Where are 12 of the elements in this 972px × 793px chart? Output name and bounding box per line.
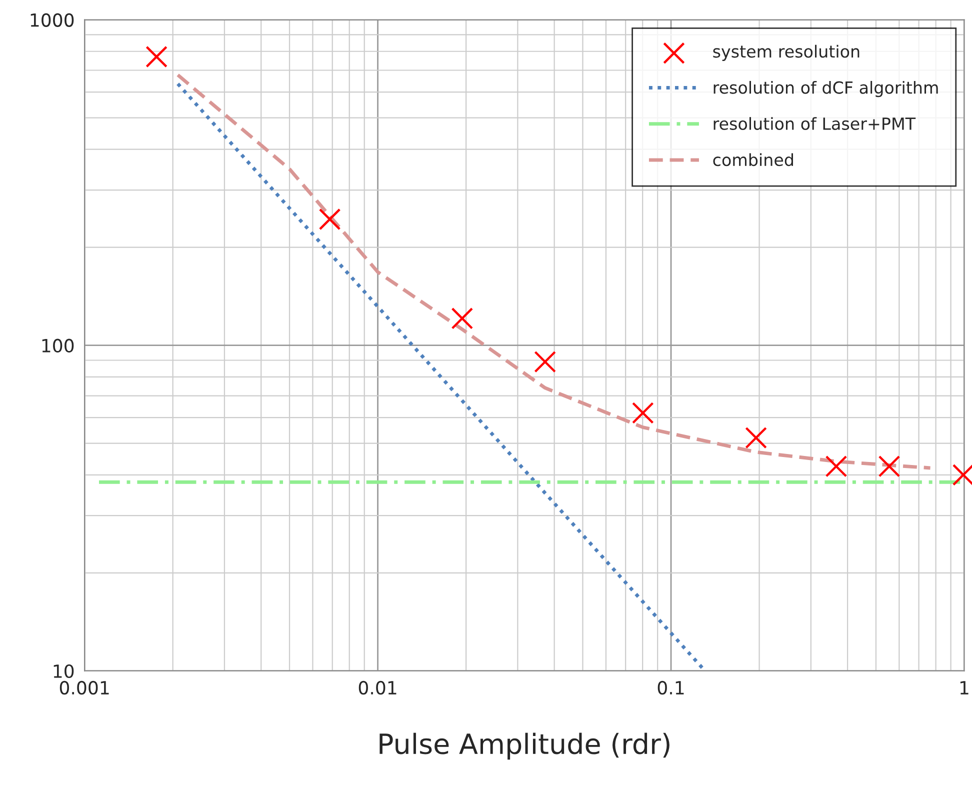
x-tick-label: 0.001	[60, 680, 109, 695]
x-tick-label: 0.1	[658, 680, 684, 695]
y-tick-label: 1000	[30, 13, 74, 27]
x-tick-label: 0.01	[358, 680, 396, 695]
y-tick-label: 100	[42, 338, 74, 352]
legend-label: combined	[713, 153, 793, 166]
x-tick-label: 1	[960, 681, 968, 694]
y-tick-label: 10	[54, 664, 74, 678]
legend-label: resolution of Laser+PMT	[714, 117, 916, 130]
legend-label: system resolution	[713, 44, 860, 61]
x-axis-title: Pulse Amplitude (rdr)	[380, 732, 670, 760]
legend-label: resolution of dCF algorithm	[714, 80, 938, 98]
